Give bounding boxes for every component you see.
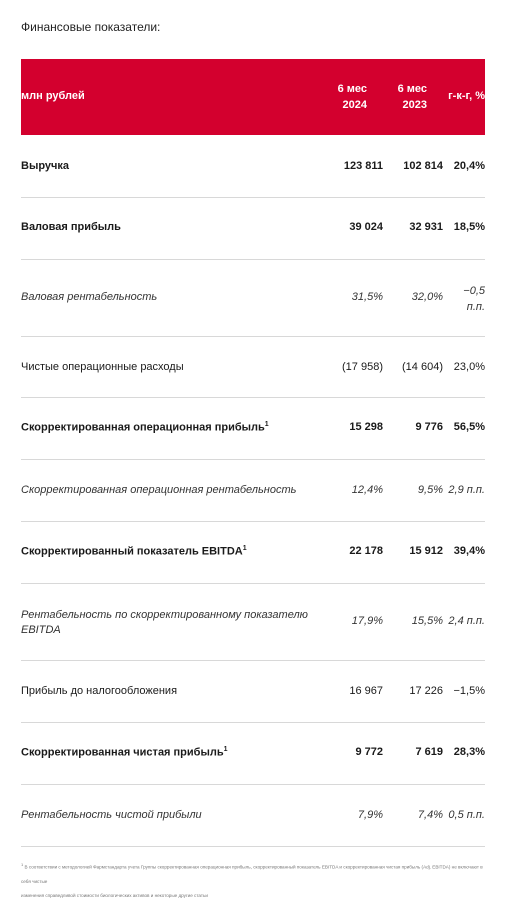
row-value-yoy: 56,5% <box>453 421 485 433</box>
row-value-2023: 15 912 <box>409 545 443 557</box>
row-label: Скорректированный показатель EBITDA <box>21 545 243 558</box>
row-divider <box>21 197 485 198</box>
footnote-line1: 1 В соответствии с методологией Фармстан… <box>21 858 491 889</box>
row-value-yoy: −0,5 п.п. <box>463 283 485 315</box>
row-value-2024: 12,4% <box>351 484 383 496</box>
header-col-2023-line1: 6 мес <box>397 83 427 95</box>
row-divider <box>21 336 485 337</box>
row-value-2024: 22 178 <box>349 545 383 557</box>
row-value-yoy: 28,3% <box>453 746 485 758</box>
row-value-2023: 15,5% <box>411 615 443 627</box>
row-value-yoy: 20,4% <box>453 160 485 172</box>
row-divider <box>21 583 485 584</box>
row-divider <box>21 846 485 847</box>
row-value-2023: 7,4% <box>417 809 443 821</box>
row-divider <box>21 660 485 661</box>
header-unit-label: млн рублей <box>21 90 85 102</box>
footnote-text-line2: изменения справедливой стоимости биологи… <box>21 892 208 898</box>
row-value-2024: 9 772 <box>355 746 383 758</box>
row-value-2023: 9,5% <box>417 484 443 496</box>
table-header: млн рублей 6 мес 2024 6 мес 2023 г-к-г, … <box>21 59 485 135</box>
row-divider <box>21 521 485 522</box>
footnote-marker: 1 <box>264 421 269 428</box>
row-value-2024: (17 958) <box>342 361 383 373</box>
row-value-yoy: −1,5% <box>453 685 486 697</box>
row-value-yoy: 2,9 п.п. <box>448 484 485 496</box>
row-label: Скорректированная чистая прибыль <box>21 746 224 759</box>
header-col-2024-line1: 6 мес <box>337 83 367 95</box>
row-label: Прибыль до налогообложения <box>21 685 178 697</box>
header-col-2024: 6 мес 2024 <box>338 81 367 113</box>
header-col-yoy: г-к-г, % <box>448 90 485 102</box>
row-label-line1: Рентабельность по скорректированному пок… <box>21 609 308 621</box>
row-value-2023: 17 226 <box>409 685 443 697</box>
row-label-line2: EBITDA <box>21 624 61 636</box>
row-value-2023: 9 776 <box>415 421 443 433</box>
row-value-2024: 39 024 <box>349 221 383 233</box>
header-col-2023: 6 мес 2023 <box>398 81 427 113</box>
footnote: 1 В соответствии с методологией Фармстан… <box>21 858 491 903</box>
row-value-2024: 15 298 <box>349 421 383 433</box>
row-value-2024: 17,9% <box>351 615 383 627</box>
row-label-wrap: Скорректированный показатель EBITDA1 <box>21 545 247 558</box>
row-divider <box>21 722 485 723</box>
row-value-yoy: 2,4 п.п. <box>448 615 485 627</box>
row-label: Валовая прибыль <box>21 221 121 233</box>
row-value-yoy: 39,4% <box>453 545 485 557</box>
row-label: Выручка <box>21 160 70 172</box>
row-value-2023: 102 814 <box>403 160 443 172</box>
row-value-2023: 32,0% <box>411 291 443 303</box>
row-label-wrap: Скорректированная чистая прибыль1 <box>21 746 228 759</box>
header-col-2024-line2: 2024 <box>342 99 367 111</box>
footnote-marker: 1 <box>242 545 247 552</box>
footnote-marker: 1 <box>21 862 24 867</box>
row-value-2024: 16 967 <box>349 685 383 697</box>
row-value-2024: 7,9% <box>357 809 383 821</box>
page-title: Финансовые показатели: <box>21 20 161 34</box>
row-label: Рентабельность чистой прибыли <box>21 809 202 821</box>
row-value-2024: 31,5% <box>351 291 383 303</box>
row-divider <box>21 784 485 785</box>
row-value-yoy: 18,5% <box>453 221 485 233</box>
footnote-text-line1: В соответствии с методологией Фармстанда… <box>21 864 483 884</box>
row-label: Скорректированная операционная рентабель… <box>21 484 297 496</box>
row-value-2023: 7 619 <box>415 746 443 758</box>
footnote-marker: 1 <box>223 746 228 753</box>
row-value-2024: 123 811 <box>343 160 383 172</box>
row-divider <box>21 259 485 260</box>
row-divider <box>21 459 485 460</box>
row-value-yoy: 0,5 п.п. <box>448 809 485 821</box>
row-label: Валовая рентабельность <box>21 291 158 303</box>
row-label: Чистые операционные расходы <box>21 361 184 373</box>
row-label-wrap: Скорректированная операционная прибыль1 <box>21 421 269 434</box>
row-label: Рентабельность по скорректированному пок… <box>21 608 308 638</box>
row-value-yoy: 23,0% <box>453 361 485 373</box>
row-divider <box>21 397 485 398</box>
row-value-2023: 32 931 <box>409 221 443 233</box>
row-value-yoy-line1: −0,5 <box>463 285 485 297</box>
row-label: Скорректированная операционная прибыль <box>21 421 265 434</box>
row-value-yoy-line2: п.п. <box>466 301 485 313</box>
row-value-2023: (14 604) <box>402 361 443 373</box>
header-col-2023-line2: 2023 <box>402 99 427 111</box>
